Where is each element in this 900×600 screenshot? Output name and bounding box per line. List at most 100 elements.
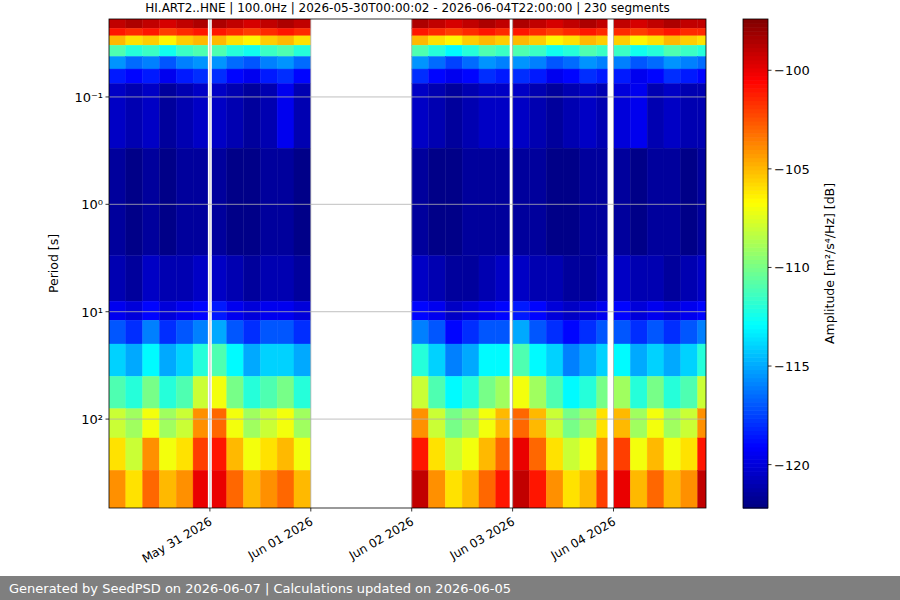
cell [681,320,698,344]
cell [429,344,446,376]
cell [563,438,580,470]
cell [244,470,261,508]
cell [546,470,563,508]
cell [513,409,530,438]
cell [412,84,429,149]
cell [529,45,546,56]
cell [227,148,244,255]
colorbar-step [743,329,768,334]
cell [698,28,706,35]
cell [412,344,429,376]
colorbar-step [743,105,768,110]
cell [563,376,580,408]
cell [614,36,631,45]
colorbar-step [743,410,768,415]
cell [630,320,647,344]
cell [244,344,261,376]
cell [664,409,681,438]
colorbar-step [743,206,768,211]
cell [294,148,311,255]
cell [462,320,479,344]
cell [159,36,176,45]
cell [529,84,546,149]
cell [429,376,446,408]
cell [176,36,193,45]
cell [126,320,143,344]
colorbar-step [743,398,768,403]
cell [244,19,261,28]
grid-line [512,19,513,508]
cell [227,69,244,83]
colorbar-step [743,52,768,57]
cell [513,376,530,408]
colorbar-step [743,215,768,220]
colorbar-step [743,500,768,505]
cell [614,438,631,470]
colorbar-step [743,255,768,260]
y-tick-label: 10⁻¹ [74,90,103,105]
cell [159,69,176,83]
colorbar-step [743,463,768,468]
cell [546,28,563,35]
cell [630,409,647,438]
colorbar-step [743,251,768,256]
cell [479,409,496,438]
cell [429,320,446,344]
cell [681,470,698,508]
x-tick [209,508,210,512]
cell [496,301,510,320]
colorbar-step [743,321,768,326]
colorbar-step [743,68,768,73]
colorbar-tick [768,366,772,367]
colorbar-step [743,35,768,40]
cell [176,19,193,28]
cell [294,19,311,28]
cell [597,470,608,508]
colorbar-step [743,88,768,93]
cell [546,148,563,255]
cell [260,301,277,320]
cell [143,69,160,83]
cell [513,438,530,470]
cell [664,470,681,508]
cell [529,19,546,28]
colorbar-step [743,272,768,277]
colorbar-step [743,80,768,85]
cell [176,301,193,320]
cell [664,36,681,45]
y-tick-label: 10² [81,412,103,427]
cell [193,409,208,438]
cell [614,148,631,255]
cell [445,256,462,302]
cell [260,256,277,302]
cell [294,256,311,302]
cell [647,56,664,69]
cell [294,56,311,69]
cell [647,256,664,302]
colorbar-step [743,492,768,497]
x-tick-label: May 31 2026 [140,514,215,565]
cell [580,19,597,28]
cell [244,438,261,470]
cell [143,45,160,56]
cell [681,84,698,149]
colorbar-step [743,31,768,36]
cell [681,344,698,376]
colorbar-step [743,243,768,248]
cell [212,36,227,45]
cell [193,45,208,56]
colorbar-step [743,43,768,48]
colorbar-step [743,390,768,395]
colorbar-step [743,394,768,399]
cell [529,409,546,438]
cell [159,344,176,376]
cell [159,56,176,69]
cell [260,36,277,45]
cell [176,148,193,255]
cell [664,84,681,149]
cell [277,84,294,149]
cell [462,344,479,376]
cell [429,56,446,69]
cell [227,376,244,408]
cell [126,344,143,376]
